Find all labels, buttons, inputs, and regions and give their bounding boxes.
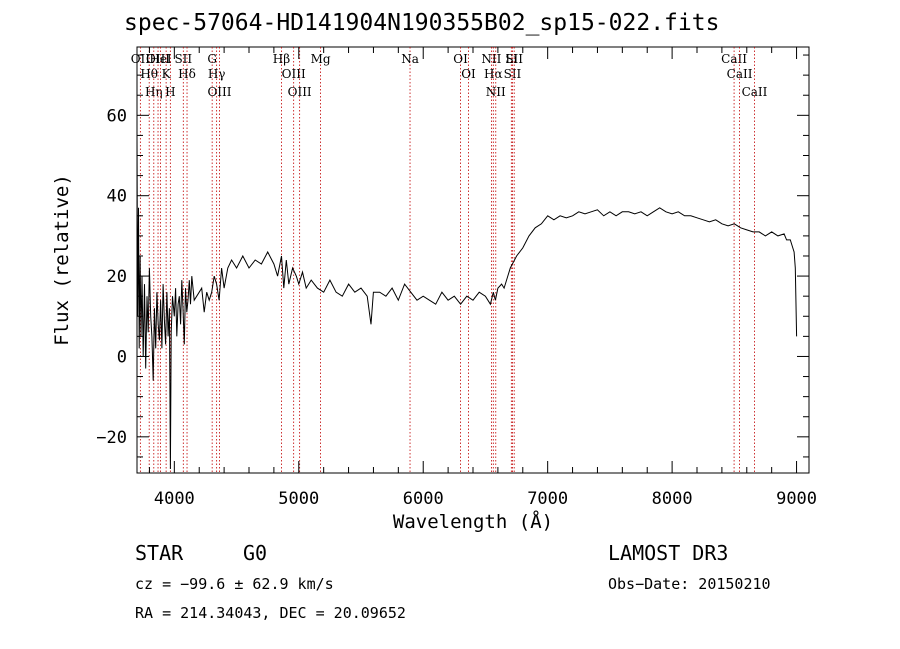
plot-frame xyxy=(136,46,810,474)
line-marker-label: Hδ xyxy=(178,67,196,81)
line-marker-label: Hβ xyxy=(273,52,290,66)
line-marker-label: Hη xyxy=(145,85,163,99)
line-marker-label: NII xyxy=(481,52,501,66)
x-tick-label: 7000 xyxy=(527,489,568,509)
line-marker-label: SII xyxy=(504,67,522,81)
line-marker-label: Na xyxy=(401,52,419,66)
line-marker-label: K xyxy=(162,67,172,81)
survey-name: LAMOST DR3 xyxy=(608,541,729,565)
line-marker-label: SII xyxy=(505,52,523,66)
x-tick-label: 6000 xyxy=(403,489,444,509)
line-marker-label: CaII xyxy=(721,52,747,66)
line-marker-label: Hθ xyxy=(140,67,158,81)
y-tick-label: 0 xyxy=(117,347,127,367)
line-marker-label: OIII xyxy=(282,67,306,81)
coordinates: RA = 214.34043, DEC = 20.09652 xyxy=(135,604,406,622)
flux-series-line xyxy=(136,135,798,470)
line-marker-label: OI xyxy=(453,52,468,66)
x-tick-label: 4000 xyxy=(154,489,195,509)
axis-ticks: 4000 5000 6000 7000 8000 9000 −20 0 20 40 60 xyxy=(96,47,817,509)
line-marker-label: OIII xyxy=(207,85,231,99)
line-marker-label: CaII xyxy=(727,67,753,81)
line-marker-label: NII xyxy=(486,85,506,99)
line-marker-label: Hγ xyxy=(208,67,226,81)
y-tick-label: 20 xyxy=(107,267,127,287)
line-marker-label: HeI xyxy=(149,52,172,66)
x-tick-label: 8000 xyxy=(652,489,693,509)
line-marker-label: OIII xyxy=(288,85,312,99)
x-axis-label: Wavelength (Å) xyxy=(393,510,553,533)
line-marker-label: Hα xyxy=(484,67,503,81)
chart-title: spec-57064-HD141904N190355B02_sp15-022.f… xyxy=(124,10,720,36)
line-marker-label: OII xyxy=(131,52,151,66)
line-marker-label: Li xyxy=(505,52,517,66)
line-marker-label: OI xyxy=(461,67,476,81)
object-class: STAR xyxy=(135,541,184,565)
line-marker-label: G xyxy=(207,52,217,66)
y-tick-label: 60 xyxy=(107,106,127,126)
y-axis-label: Flux (relative) xyxy=(51,174,73,346)
y-tick-label: −20 xyxy=(96,428,127,448)
line-marker-label: Mg xyxy=(311,52,331,66)
line-markers: OIIHθHηOIIIHeIKHSIIHδGHγOIIIHβOIIIOIIIMg… xyxy=(131,47,768,473)
line-marker-label: OIII xyxy=(146,52,170,66)
x-tick-label: 9000 xyxy=(776,489,817,509)
subclass: G0 xyxy=(243,541,268,565)
line-marker-label: SII xyxy=(174,52,192,66)
line-marker-label: H xyxy=(165,85,175,99)
redshift-cz: cz = −99.6 ± 62.9 km/s xyxy=(135,575,334,593)
observation-date: Obs−Date: 20150210 xyxy=(608,575,771,593)
line-marker-label: CaII xyxy=(742,85,768,99)
y-tick-label: 40 xyxy=(107,187,127,207)
x-tick-label: 5000 xyxy=(278,489,319,509)
